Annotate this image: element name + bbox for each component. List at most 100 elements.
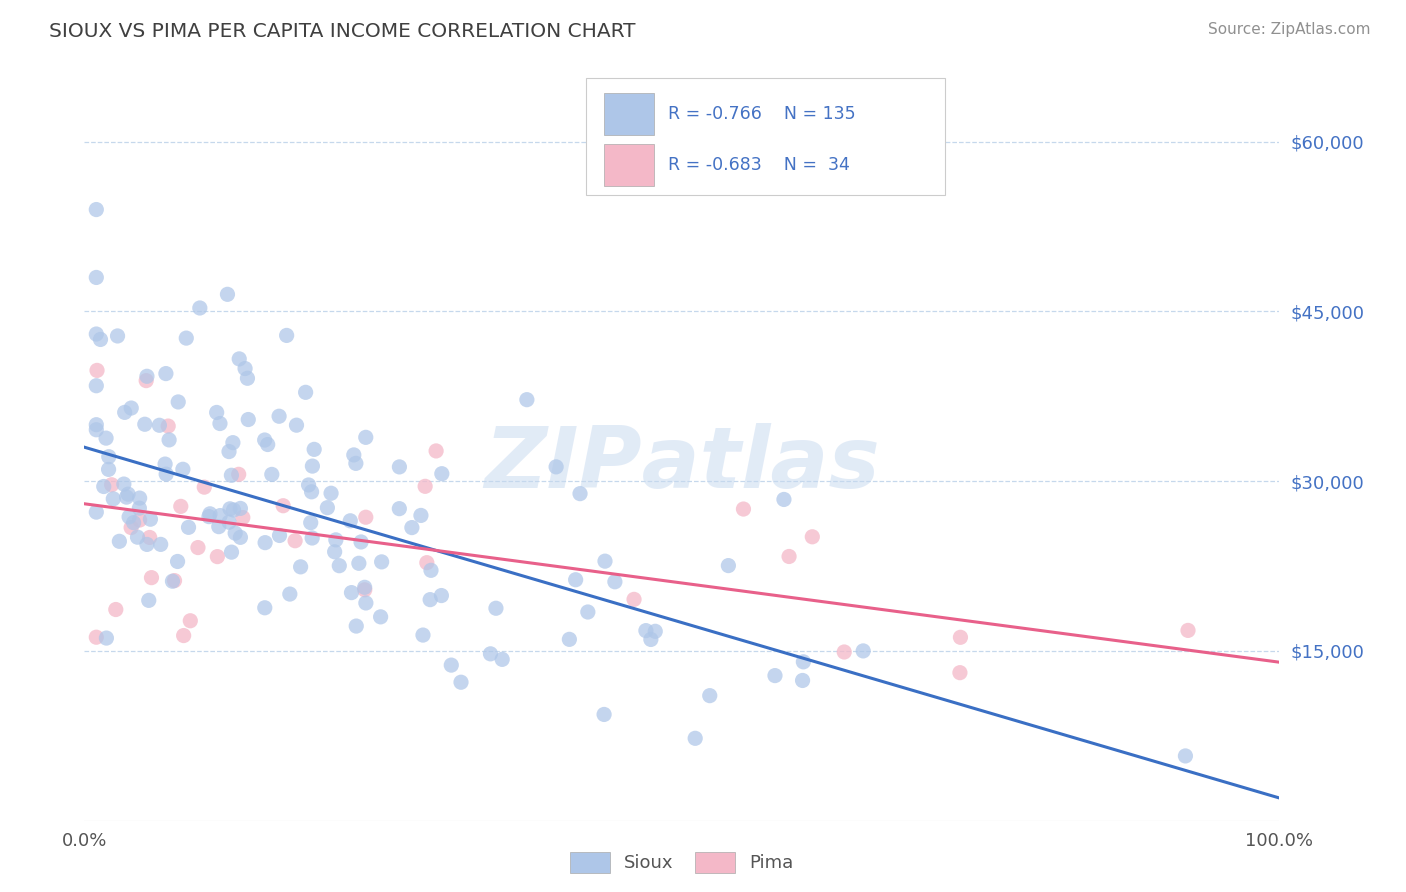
Point xyxy=(485,601,508,615)
Point xyxy=(546,459,568,474)
Point xyxy=(153,457,176,471)
Point xyxy=(699,689,721,703)
Point xyxy=(564,573,586,587)
Point xyxy=(269,528,291,542)
Point xyxy=(323,545,346,559)
Point xyxy=(86,326,108,341)
Point xyxy=(801,530,824,544)
Point xyxy=(141,571,163,585)
Point xyxy=(218,515,240,529)
Point xyxy=(301,484,323,499)
Point xyxy=(173,629,195,643)
Point xyxy=(208,519,231,533)
Point xyxy=(103,491,125,506)
Point xyxy=(127,530,149,544)
Point xyxy=(354,430,377,444)
Point xyxy=(224,526,246,541)
Point xyxy=(86,423,108,437)
Point xyxy=(284,533,307,548)
Point xyxy=(198,507,221,521)
Point xyxy=(221,468,243,483)
Point xyxy=(187,541,209,555)
Point xyxy=(128,513,150,527)
Point xyxy=(205,405,228,419)
Point xyxy=(347,556,370,570)
Point xyxy=(97,450,120,464)
Point xyxy=(416,556,439,570)
Point xyxy=(640,632,662,647)
Point xyxy=(420,563,443,577)
Point xyxy=(115,490,138,504)
Point xyxy=(299,516,322,530)
Point xyxy=(623,592,645,607)
Point xyxy=(94,431,117,445)
Point xyxy=(148,418,170,433)
Point xyxy=(479,647,502,661)
Point xyxy=(136,537,159,551)
Point xyxy=(112,477,135,491)
Text: ZIP​atlas: ZIP​atlas xyxy=(484,423,880,506)
Point xyxy=(778,549,800,564)
Legend: Sioux, Pima: Sioux, Pima xyxy=(562,845,801,880)
Point xyxy=(343,448,366,462)
Point xyxy=(576,605,599,619)
Point xyxy=(593,554,616,568)
Point xyxy=(569,486,592,500)
Point xyxy=(558,632,581,647)
Point xyxy=(419,592,441,607)
Text: R = -0.683    N =  34: R = -0.683 N = 34 xyxy=(668,156,849,174)
Point xyxy=(198,509,221,524)
Point xyxy=(229,530,252,544)
Point xyxy=(86,417,108,432)
Point xyxy=(792,655,814,669)
Point xyxy=(233,361,256,376)
Point xyxy=(86,202,108,217)
Point xyxy=(256,437,278,451)
Point xyxy=(634,624,657,638)
Point xyxy=(120,520,142,534)
Point xyxy=(122,516,145,530)
Point xyxy=(86,363,108,377)
Point xyxy=(170,500,193,514)
Point xyxy=(949,630,972,644)
Point xyxy=(96,631,118,645)
Text: Source: ZipAtlas.com: Source: ZipAtlas.com xyxy=(1208,22,1371,37)
Point xyxy=(136,369,159,384)
Point xyxy=(209,508,232,523)
Point xyxy=(217,287,239,301)
Point xyxy=(1177,624,1199,638)
Point xyxy=(86,505,108,519)
Point xyxy=(155,467,177,482)
Point xyxy=(388,501,411,516)
Point xyxy=(86,378,108,392)
Point xyxy=(155,367,177,381)
Point xyxy=(86,270,108,285)
Point xyxy=(228,467,250,482)
Point xyxy=(285,418,308,433)
Point xyxy=(290,559,312,574)
Point xyxy=(179,614,201,628)
Point xyxy=(128,491,150,505)
Point xyxy=(232,510,254,524)
Point xyxy=(412,628,434,642)
Point xyxy=(253,600,276,615)
Point xyxy=(319,486,342,500)
Point xyxy=(949,665,972,680)
Point xyxy=(593,707,616,722)
Point xyxy=(254,535,277,549)
Point xyxy=(450,675,472,690)
Point xyxy=(409,508,432,523)
Text: SIOUX VS PIMA PER CAPITA INCOME CORRELATION CHART: SIOUX VS PIMA PER CAPITA INCOME CORRELAT… xyxy=(49,22,636,41)
Point xyxy=(276,328,298,343)
Point xyxy=(177,520,200,534)
Point xyxy=(354,596,377,610)
Point xyxy=(120,401,142,415)
Point xyxy=(166,554,188,568)
Point xyxy=(138,593,160,607)
Point xyxy=(118,509,141,524)
Point xyxy=(1174,748,1197,763)
Point xyxy=(172,462,194,476)
Point xyxy=(328,558,350,573)
Point xyxy=(301,459,323,474)
Point xyxy=(644,624,666,639)
